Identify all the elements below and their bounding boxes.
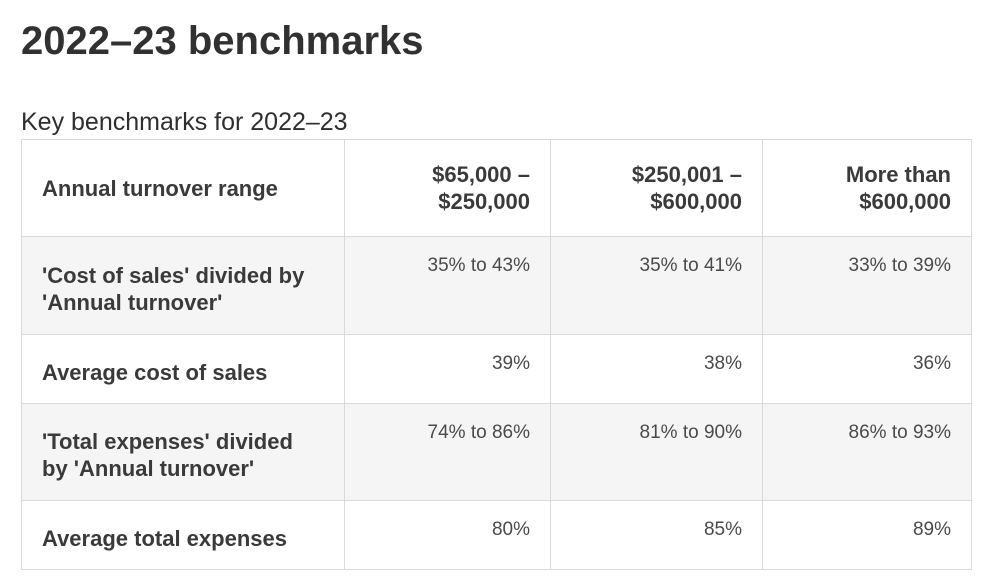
table-cell: 74% to 86% bbox=[344, 403, 551, 501]
table-row: 'Total expenses' divided by 'Annual turn… bbox=[21, 403, 972, 501]
table-cell: 89% bbox=[762, 500, 972, 570]
table-row: Average total expenses 80% 85% 89% bbox=[21, 500, 972, 570]
row-label-average-total-expenses: Average total expenses bbox=[21, 500, 345, 570]
table-cell: 35% to 43% bbox=[344, 236, 551, 335]
header-line: $65,000 – bbox=[432, 162, 530, 187]
page-title: 2022–23 benchmarks bbox=[21, 19, 424, 63]
row-label-total-expenses-ratio: 'Total expenses' divided by 'Annual turn… bbox=[21, 403, 345, 501]
table-header: Annual turnover range $65,000 – $250,000… bbox=[21, 139, 972, 237]
header-row: Annual turnover range $65,000 – $250,000… bbox=[21, 139, 972, 237]
header-annual-turnover-range: Annual turnover range bbox=[21, 139, 345, 237]
table-cell: 81% to 90% bbox=[550, 403, 763, 501]
table-cell: 80% bbox=[344, 500, 551, 570]
table-cell: 86% to 93% bbox=[762, 403, 972, 501]
header-line: $250,001 – bbox=[631, 162, 742, 187]
header-range-65000-250000: $65,000 – $250,000 bbox=[344, 139, 551, 237]
row-label-line: 'Annual turnover' bbox=[42, 289, 223, 315]
row-label-cost-of-sales-ratio: 'Cost of sales' divided by 'Annual turno… bbox=[21, 236, 345, 335]
row-label-line: 'Total expenses' divided bbox=[42, 429, 293, 454]
table-cell: 33% to 39% bbox=[762, 236, 972, 335]
benchmarks-table: Annual turnover range $65,000 – $250,000… bbox=[21, 139, 972, 570]
table-cell: 39% bbox=[344, 334, 551, 404]
header-line: More than bbox=[845, 162, 951, 187]
table-cell: 38% bbox=[550, 334, 763, 404]
table-row: 'Cost of sales' divided by 'Annual turno… bbox=[21, 236, 972, 335]
header-line: $600,000 bbox=[650, 189, 742, 214]
row-label-line: 'Cost of sales' divided by bbox=[42, 262, 305, 288]
header-range-250001-600000: $250,001 – $600,000 bbox=[550, 139, 763, 237]
row-label-line: Average cost of sales bbox=[42, 359, 268, 385]
table-row: Average cost of sales 39% 38% 36% bbox=[21, 334, 972, 404]
row-label-line: by 'Annual turnover' bbox=[42, 456, 255, 481]
header-line: $250,000 bbox=[438, 189, 530, 214]
row-label-line: Average total expenses bbox=[42, 525, 287, 551]
row-label-average-cost-of-sales: Average cost of sales bbox=[21, 334, 345, 404]
header-range-more-than-600000: More than $600,000 bbox=[762, 139, 972, 237]
table-cell: 35% to 41% bbox=[550, 236, 763, 335]
header-line: $600,000 bbox=[859, 189, 951, 214]
table-cell: 36% bbox=[762, 334, 972, 404]
table-caption: Key benchmarks for 2022–23 bbox=[21, 108, 348, 136]
table-cell: 85% bbox=[550, 500, 763, 570]
